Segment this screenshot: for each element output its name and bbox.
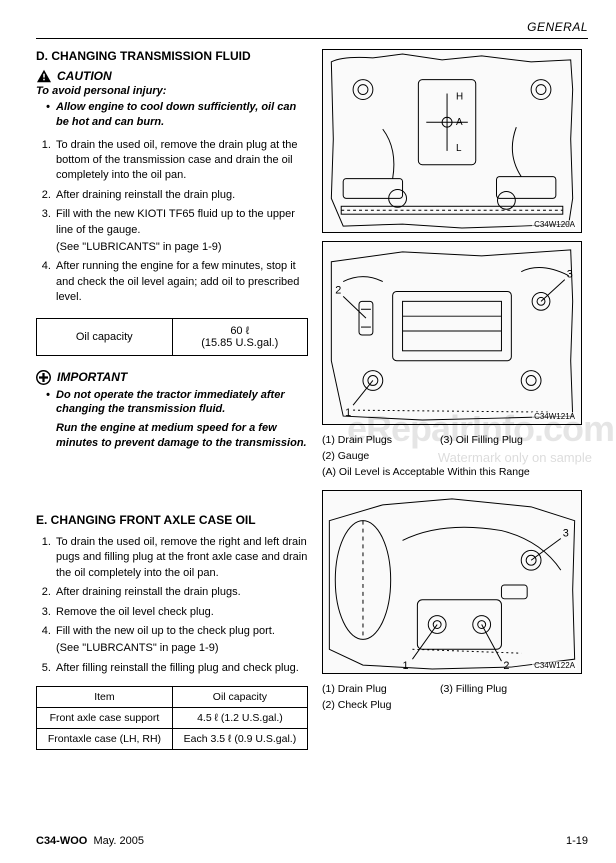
panel-L: L [456, 143, 462, 154]
header-category: GENERAL [36, 20, 588, 34]
l3-3: (3) Filling Plug [440, 682, 507, 698]
footer-left: C34-WOO May. 2005 [36, 835, 144, 847]
cap-l: 60 ℓ [177, 325, 304, 337]
step-e-1: To drain the used oil, remove the right … [54, 535, 308, 581]
fig3-code: C34W122A [532, 661, 577, 670]
two-column-layout: D. CHANGING TRANSMISSION FLUID CAUTION T… [36, 49, 588, 750]
r1c1: Front axle case support [37, 708, 173, 729]
cap-label: Oil capacity [37, 318, 173, 355]
r1c2: 4.5 ℓ (1.2 U.S.gal.) [172, 708, 307, 729]
svg-text:2: 2 [335, 284, 341, 296]
figure-3: 1 2 3 C34W122A [322, 490, 582, 674]
panel-H: H [456, 91, 463, 102]
l2-1: (1) Drain Plugs [322, 433, 440, 449]
step-d-2: After draining reinstall the drain plug. [54, 188, 308, 203]
section-d-title: D. CHANGING TRANSMISSION FLUID [36, 49, 308, 63]
step-e-3: Remove the oil level check plug. [54, 605, 308, 620]
left-column: D. CHANGING TRANSMISSION FLUID CAUTION T… [36, 49, 308, 750]
warning-triangle-icon [36, 69, 52, 83]
step-d-4: After running the engine for a few minut… [54, 259, 308, 305]
footer-page: 1-19 [566, 835, 588, 847]
step-e-5: After filling reinstall the filling plug… [54, 661, 308, 676]
axle-oil-table: Item Oil capacity Front axle case suppor… [36, 686, 308, 750]
caution-header: CAUTION [36, 69, 308, 83]
svg-text:3: 3 [563, 528, 569, 540]
l3-1: (1) Drain Plug [322, 682, 440, 698]
caution-label: CAUTION [57, 69, 112, 83]
section-e-steps: To drain the used oil, remove the right … [36, 535, 308, 676]
figure-1-svg: H A L [323, 50, 581, 232]
right-column: H A L C34W120A [322, 49, 582, 750]
caution-bullet-list: Allow engine to cool down sufficiently, … [36, 100, 308, 130]
section-d-steps: To drain the used oil, remove the drain … [36, 138, 308, 306]
figure-2-svg: 1 2 3 [323, 242, 581, 424]
important-p1: Do not operate the tractor immediately a… [56, 388, 308, 418]
page-footer: C34-WOO May. 2005 1-19 [36, 835, 588, 847]
important-header: IMPORTANT [36, 370, 308, 385]
caution-bullet: Allow engine to cool down sufficiently, … [46, 100, 308, 130]
important-label: IMPORTANT [57, 370, 127, 384]
l2-3: (3) Oil Filling Plug [440, 433, 523, 449]
step-d-1: To drain the used oil, remove the drain … [54, 138, 308, 184]
fig1-code: C34W120A [532, 220, 577, 229]
important-p2: Run the engine at medium speed for a few… [56, 421, 308, 451]
step-d-3-text: Fill with the new KIOTI TF65 fluid up to… [56, 208, 295, 235]
figure-3-svg: 1 2 3 [323, 491, 581, 673]
svg-text:2: 2 [503, 660, 509, 672]
plus-circle-icon [36, 370, 51, 385]
l2-2: (2) Gauge [322, 449, 440, 465]
header-rule [36, 38, 588, 39]
r2c2: Each 3.5 ℓ (0.9 U.S.gal.) [172, 729, 307, 750]
fig2-legend: (1) Drain Plugs(3) Oil Filling Plug (2) … [322, 433, 582, 480]
l2-A: (A) Oil Level is Acceptable Within this … [322, 465, 530, 481]
l3-2: (2) Check Plug [322, 698, 440, 714]
cap-us: (15.85 U.S.gal.) [177, 337, 304, 349]
caution-lead: To avoid personal injury: [36, 85, 308, 97]
step-e-2: After draining reinstall the drain plugs… [54, 585, 308, 600]
th-item: Item [37, 687, 173, 708]
spacer [36, 455, 308, 513]
step-d-3-sub: (See "LUBRICANTS" in page 1-9) [56, 240, 308, 255]
svg-text:1: 1 [403, 660, 409, 672]
footer-date: May. 2005 [93, 835, 144, 847]
svg-text:3: 3 [567, 269, 573, 281]
oil-capacity-table: Oil capacity 60 ℓ (15.85 U.S.gal.) [36, 318, 308, 356]
th-cap: Oil capacity [172, 687, 307, 708]
svg-text:1: 1 [345, 407, 351, 419]
figure-2: 1 2 3 C34W121A [322, 241, 582, 425]
fig3-legend: (1) Drain Plug(3) Filling Plug (2) Check… [322, 682, 582, 714]
figure-1: H A L C34W120A [322, 49, 582, 233]
important-item: Do not operate the tractor immediately a… [46, 388, 308, 451]
fig2-code: C34W121A [532, 412, 577, 421]
step-e-4-text: Fill with the new oil up to the check pl… [56, 625, 275, 637]
section-e-title: E. CHANGING FRONT AXLE CASE OIL [36, 513, 308, 527]
panel-A: A [456, 117, 463, 128]
step-e-4-sub: (See "LUBRCANTS" in page 1-9) [56, 641, 308, 656]
cap-value: 60 ℓ (15.85 U.S.gal.) [172, 318, 308, 355]
important-list: Do not operate the tractor immediately a… [36, 388, 308, 451]
r2c1: Frontaxle case (LH, RH) [37, 729, 173, 750]
footer-code: C34-WOO [36, 835, 87, 847]
step-d-3: Fill with the new KIOTI TF65 fluid up to… [54, 207, 308, 255]
step-e-4: Fill with the new oil up to the check pl… [54, 624, 308, 657]
